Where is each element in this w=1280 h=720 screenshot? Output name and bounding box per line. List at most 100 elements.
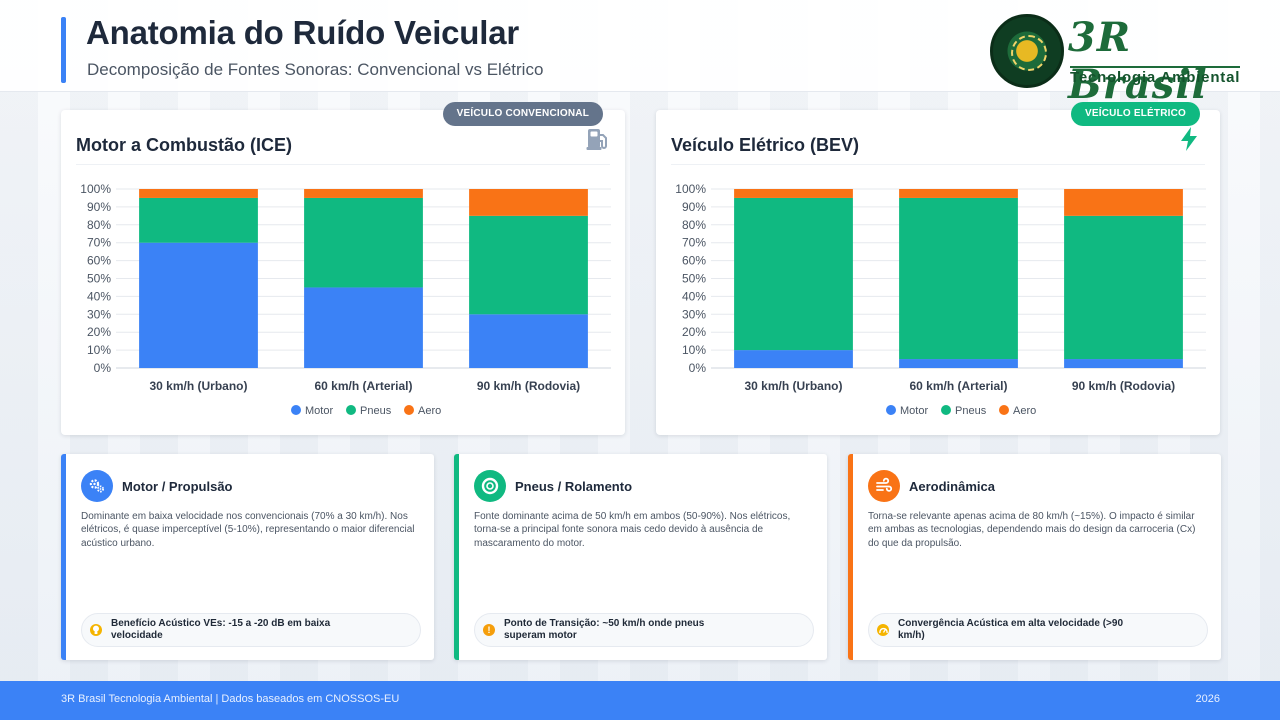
motor-note-text: Benefício Acústico VEs: -15 a -20 dB em … bbox=[111, 617, 331, 642]
legend-marker-aero bbox=[404, 405, 414, 415]
y-tick-label: 0% bbox=[94, 361, 112, 375]
bar-segment-pneus bbox=[304, 197, 423, 288]
ice-stacked-bar-chart: 0% 10% 20% 30% 40% 50% 60% 70% 80% 90% 100% 30 km/h… bbox=[80, 182, 611, 417]
legend-label-aero: Aero bbox=[418, 405, 441, 417]
bar-segment-motor bbox=[304, 287, 423, 368]
bar-segment-motor bbox=[899, 359, 1018, 368]
page-title: Anatomia do Ruído Veicular bbox=[86, 14, 520, 51]
y-tick-label: 30% bbox=[87, 307, 111, 321]
ice-title-divider bbox=[76, 164, 610, 165]
bar-segment-pneus bbox=[469, 215, 588, 315]
bev-badge: VEÍCULO ELÉTRICO bbox=[1071, 102, 1200, 126]
lightbulb-icon bbox=[90, 624, 102, 636]
wind-icon bbox=[868, 470, 900, 502]
y-tick-label: 50% bbox=[682, 272, 706, 286]
footer-year: 2026 bbox=[1195, 693, 1220, 705]
y-tick-label: 60% bbox=[682, 254, 706, 268]
aero-card-title: Aerodinâmica bbox=[909, 479, 995, 494]
logo-tagline: Tecnologia Ambiental bbox=[1070, 66, 1241, 86]
y-tick-label: 30% bbox=[682, 307, 706, 321]
bar-segment-pneus bbox=[139, 197, 258, 243]
footer: 3R Brasil Tecnologia Ambiental | Dados b… bbox=[0, 681, 1280, 720]
bar-segment-motor bbox=[1064, 359, 1183, 368]
y-tick-label: 40% bbox=[682, 289, 706, 303]
legend-marker-motor bbox=[886, 405, 896, 415]
bar-segment-pneus bbox=[899, 197, 1018, 360]
y-tick-label: 70% bbox=[682, 236, 706, 250]
y-tick-label: 10% bbox=[682, 343, 706, 357]
pneus-card-text: Fonte dominante acima de 50 km/h em ambo… bbox=[474, 511, 791, 549]
bev-chart-title: Veículo Elétrico (BEV) bbox=[671, 135, 860, 155]
exclamation-icon: ! bbox=[483, 624, 495, 636]
bev-chart-card: VEÍCULO ELÉTRICO Veículo Elétrico (BEV) … bbox=[656, 102, 1220, 435]
tire-icon bbox=[474, 470, 506, 502]
pneus-card-note: ! Ponto de Transição: ~50 km/h onde pneu… bbox=[474, 613, 814, 647]
x-tick-label: 30 km/h (Urbano) bbox=[744, 379, 842, 393]
pneus-info-card: Pneus / Rolamento Fonte dominante acima … bbox=[454, 454, 827, 660]
aero-card-note: Convergência Acústica em alta velocidade… bbox=[868, 613, 1208, 647]
motor-card-title: Motor / Propulsão bbox=[122, 479, 233, 494]
bar-segment-aero bbox=[304, 189, 423, 198]
motor-info-card: Motor / Propulsão Dominante em baixa vel… bbox=[61, 454, 434, 660]
bar-segment-aero bbox=[139, 189, 258, 198]
bar-segment-motor bbox=[139, 242, 258, 368]
y-tick-label: 20% bbox=[682, 325, 706, 339]
bev-stacked-bar-chart: 0% 10% 20% 30% 40% 50% 60% 70% 80% 90% 100% 30 km/h… bbox=[675, 182, 1206, 417]
x-tick-label: 60 km/h (Arterial) bbox=[909, 379, 1007, 393]
bar-segment-aero bbox=[734, 189, 853, 198]
y-tick-label: 60% bbox=[87, 254, 111, 268]
legend-marker-motor bbox=[291, 405, 301, 415]
y-tick-label: 100% bbox=[80, 182, 111, 196]
bar-segment-aero bbox=[469, 189, 588, 216]
legend-marker-aero bbox=[999, 405, 1009, 415]
bar-segment-pneus bbox=[1064, 215, 1183, 360]
y-tick-label: 90% bbox=[87, 200, 111, 214]
y-tick-label: 90% bbox=[682, 200, 706, 214]
aero-note-text: Convergência Acústica em alta velocidade… bbox=[898, 617, 1124, 642]
y-tick-label: 80% bbox=[87, 218, 111, 232]
aero-info-card: Aerodinâmica Torna-se relevante apenas a… bbox=[848, 454, 1221, 660]
legend-marker-pneus bbox=[941, 405, 951, 415]
company-logo: 3R Brasil Tecnologia Ambiental bbox=[990, 12, 1260, 108]
bar-segment-aero bbox=[899, 189, 1018, 198]
ice-chart-card: VEÍCULO CONVENCIONAL Motor a Combustão (… bbox=[61, 102, 625, 435]
y-tick-label: 20% bbox=[87, 325, 111, 339]
y-tick-label: 50% bbox=[87, 272, 111, 286]
x-tick-label: 60 km/h (Arterial) bbox=[314, 379, 412, 393]
lightning-icon bbox=[1178, 126, 1200, 157]
y-tick-label: 10% bbox=[87, 343, 111, 357]
ice-chart-title: Motor a Combustão (ICE) bbox=[76, 135, 292, 155]
x-tick-label: 90 km/h (Rodovia) bbox=[477, 379, 580, 393]
gauge-icon bbox=[877, 624, 889, 636]
legend-label-motor: Motor bbox=[900, 405, 928, 417]
y-tick-label: 0% bbox=[689, 361, 707, 375]
logo-name: 3R Brasil bbox=[1068, 14, 1208, 108]
legend-label-pneus: Pneus bbox=[360, 405, 392, 417]
pneus-note-text: Ponto de Transição: ~50 km/h onde pneus … bbox=[504, 617, 705, 642]
motor-card-text: Dominante em baixa velocidade nos conven… bbox=[81, 511, 415, 549]
pneus-card-title: Pneus / Rolamento bbox=[515, 479, 633, 494]
bar-segment-motor bbox=[469, 314, 588, 368]
fuel-pump-icon bbox=[585, 126, 611, 157]
y-tick-label: 100% bbox=[675, 182, 706, 196]
bar-segment-aero bbox=[1064, 189, 1183, 216]
y-tick-label: 70% bbox=[87, 236, 111, 250]
logo-emblem-icon bbox=[990, 14, 1064, 88]
y-tick-label: 80% bbox=[682, 218, 706, 232]
page-subtitle: Decomposição de Fontes Sonoras: Convenci… bbox=[87, 60, 544, 79]
bar-segment-motor bbox=[734, 350, 853, 368]
header: Anatomia do Ruído Veicular Decomposição … bbox=[0, 0, 1280, 108]
x-tick-label: 90 km/h (Rodovia) bbox=[1072, 379, 1175, 393]
footer-source: 3R Brasil Tecnologia Ambiental | Dados b… bbox=[61, 693, 400, 705]
legend-marker-pneus bbox=[346, 405, 356, 415]
motor-card-note: Benefício Acústico VEs: -15 a -20 dB em … bbox=[81, 613, 421, 647]
y-tick-label: 40% bbox=[87, 289, 111, 303]
aero-card-text: Torna-se relevante apenas acima de 80 km… bbox=[868, 511, 1196, 549]
legend-label-motor: Motor bbox=[305, 405, 333, 417]
bar-segment-pneus bbox=[734, 197, 853, 351]
bev-title-divider bbox=[671, 164, 1205, 165]
legend-label-aero: Aero bbox=[1013, 405, 1036, 417]
gears-icon bbox=[81, 470, 113, 502]
x-tick-label: 30 km/h (Urbano) bbox=[149, 379, 247, 393]
title-accent-bar bbox=[61, 17, 66, 83]
